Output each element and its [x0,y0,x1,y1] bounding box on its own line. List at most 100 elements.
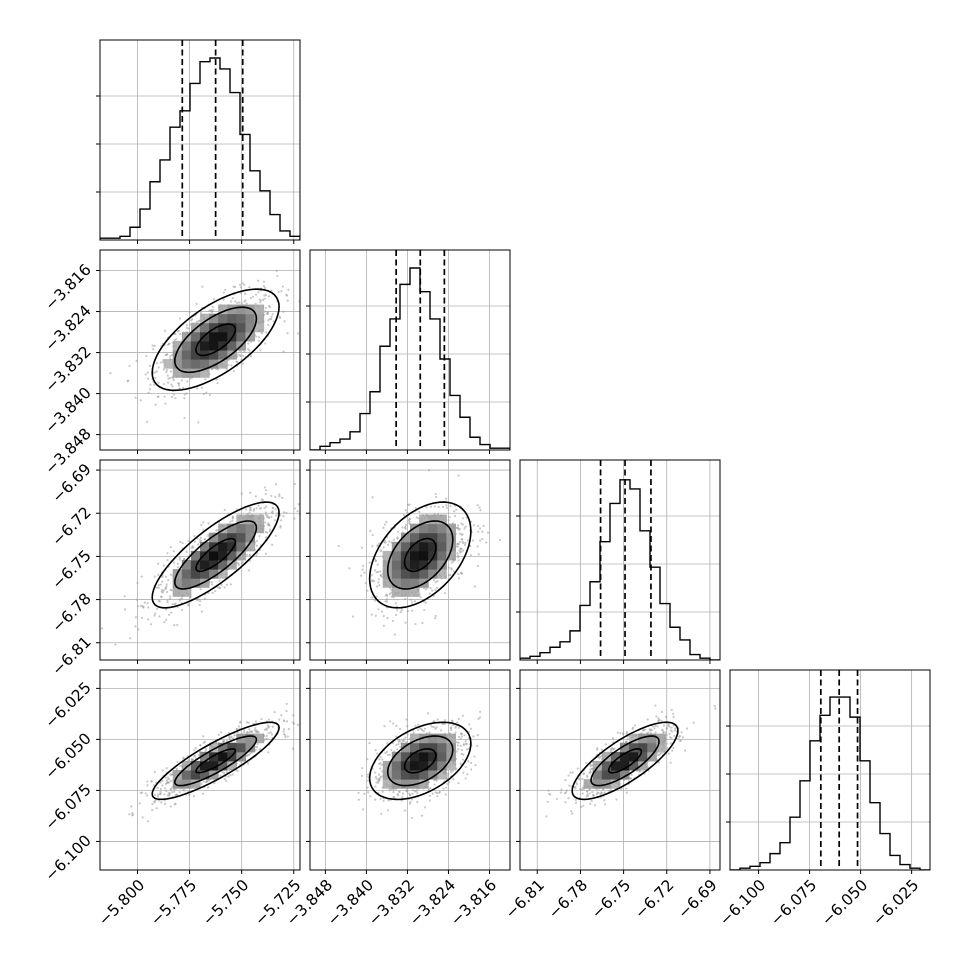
scatter-point [262,734,265,737]
scatter-point [582,804,585,807]
scatter-point [374,785,377,788]
scatter-point [377,608,380,611]
scatter-point [446,774,449,777]
scatter-point [435,495,438,499]
density-cell [200,340,210,351]
scatter-point [376,544,379,547]
scatter-point [166,599,169,602]
scatter-point [464,765,467,769]
density-cell [227,550,237,561]
scatter-point [177,592,180,595]
density-cell [209,350,219,360]
scatter-point [393,750,396,753]
scatter-point [445,772,448,775]
scatter-point [462,771,465,774]
scatter-point [405,718,408,721]
scatter-point [114,643,117,646]
scatter-point [207,533,210,536]
scatter-point [155,370,159,373]
scatter-point [257,339,261,342]
density-cell [218,541,228,552]
scatter-point [421,518,424,521]
scatter-panel-2-1 [306,459,511,664]
density-cell [190,340,201,351]
scatter-point [146,371,149,374]
density-cell [236,304,246,315]
scatter-point [164,776,167,779]
scatter-point [461,533,464,536]
scatter-point [436,776,439,779]
panel-frame [519,459,721,661]
scatter-point [386,617,389,620]
density-cell [437,560,447,570]
density-cell [437,541,447,552]
panel-frame [99,249,301,451]
scatter-point [430,725,434,728]
y-tick-label: −6.025 [42,678,95,731]
scatter-point [427,469,431,472]
scatter-point [266,312,269,315]
scatter-point [386,753,389,756]
density-cell [410,532,420,543]
scatter-point [378,767,382,770]
density-cell [218,751,228,762]
scatter-point [263,521,267,524]
scatter-point [585,790,589,793]
scatter-point [373,599,377,602]
density-cell [172,359,183,369]
scatter-point [204,378,207,381]
scatter-point [598,757,601,760]
scatter-point [185,785,188,789]
density-cell [181,578,192,588]
density-cell [410,541,420,552]
scatter-point [425,732,428,736]
scatter-point [416,791,419,795]
scatter-point [367,779,370,782]
scatter-point [260,717,263,721]
scatter-point [165,779,169,782]
scatter-point [259,520,262,523]
scatter-point [616,731,619,734]
scatter-point [225,583,229,586]
scatter-point [243,348,246,351]
scatter-point [449,770,453,773]
scatter-point [154,376,157,380]
scatter-point [397,591,400,594]
scatter-point [188,786,192,789]
scatter-point [222,298,225,301]
density-cell [419,523,429,534]
scatter-point [389,591,393,594]
density-cell [428,523,438,534]
scatter-point [223,586,226,589]
scatter-point [273,711,276,714]
density-cell [620,742,630,753]
density-cell [601,751,612,762]
scatter-point [233,285,237,288]
scatter-point [382,624,385,627]
density-cell [410,550,420,561]
scatter-point [254,293,258,296]
scatter-point [622,733,625,736]
scatter-point [178,387,181,390]
scatter-point [381,555,384,558]
scatter-point [380,610,384,613]
scatter-point [136,581,139,584]
scatter-point [220,572,223,576]
scatter-point [361,564,365,567]
scatter-point [165,583,168,586]
scatter-point [640,732,643,735]
scatter-point [254,745,257,748]
scatter-point [425,601,428,604]
scatter-point [166,558,169,562]
density-cell [638,760,648,771]
scatter-point [401,526,404,529]
scatter-point [434,588,437,591]
scatter-point [210,776,213,779]
scatter-point [555,797,559,800]
scatter-point [229,774,232,777]
scatter-point [409,598,413,601]
scatter-point [452,560,455,563]
scatter-point [392,795,395,799]
panel-frame [309,669,511,871]
scatter-point [657,717,660,720]
